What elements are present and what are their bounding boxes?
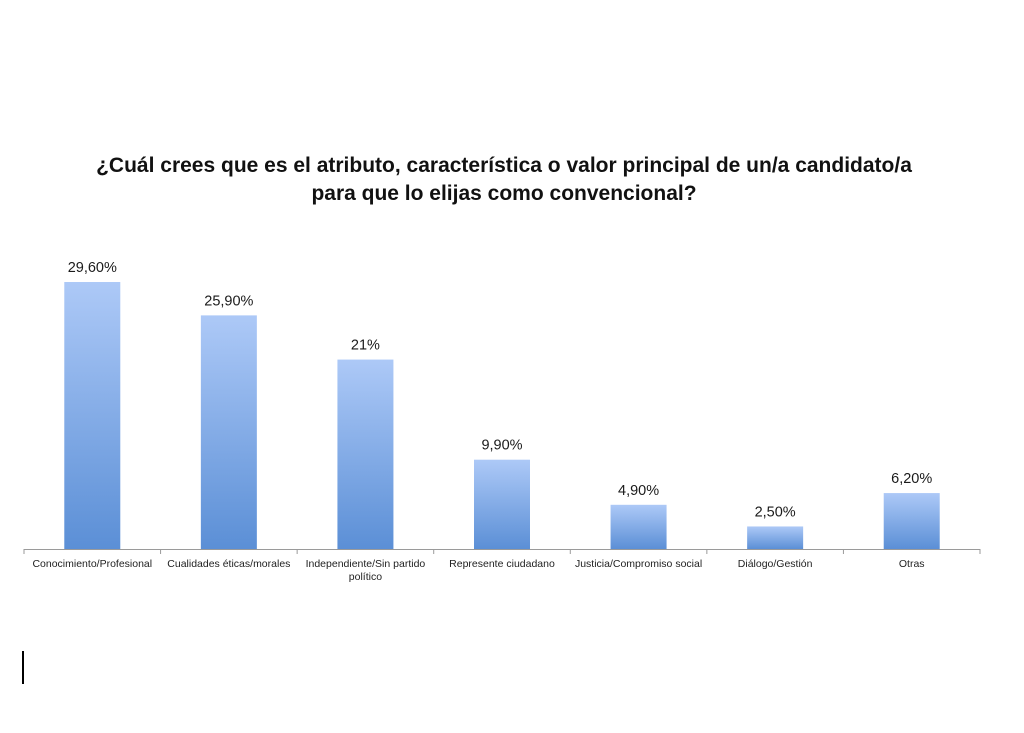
text-cursor-marker [22, 651, 24, 684]
category-label: Cualidades éticas/morales [167, 558, 290, 570]
category-label: Conocimiento/Profesional [32, 558, 152, 570]
data-label: 9,90% [481, 438, 522, 454]
data-label: 4,90% [618, 483, 659, 499]
bar [200, 315, 257, 549]
bar [64, 282, 121, 549]
data-label: 21% [351, 338, 380, 354]
bar [883, 493, 940, 549]
bar [337, 359, 394, 549]
data-label: 29,60% [68, 260, 117, 276]
bar [747, 526, 804, 549]
bar [474, 459, 530, 549]
category-label: Otras [899, 558, 925, 570]
category-label: Diálogo/Gestión [738, 558, 813, 570]
category-label: Represente ciudadano [449, 558, 555, 570]
chart-title: ¿Cuál crees que es el atributo, caracter… [0, 152, 1008, 208]
category-label: Independiente/Sin partido político [306, 558, 426, 583]
data-label: 6,20% [891, 471, 932, 487]
data-label: 25,90% [204, 293, 253, 309]
bar [610, 504, 667, 549]
data-label: 2,50% [755, 504, 796, 520]
category-label: Justicia/Compromiso social [575, 558, 702, 570]
chart-title-line-2: para que lo elijas como convencional? [311, 182, 697, 205]
chart-title-line-1: ¿Cuál crees que es el atributo, caracter… [96, 154, 912, 177]
